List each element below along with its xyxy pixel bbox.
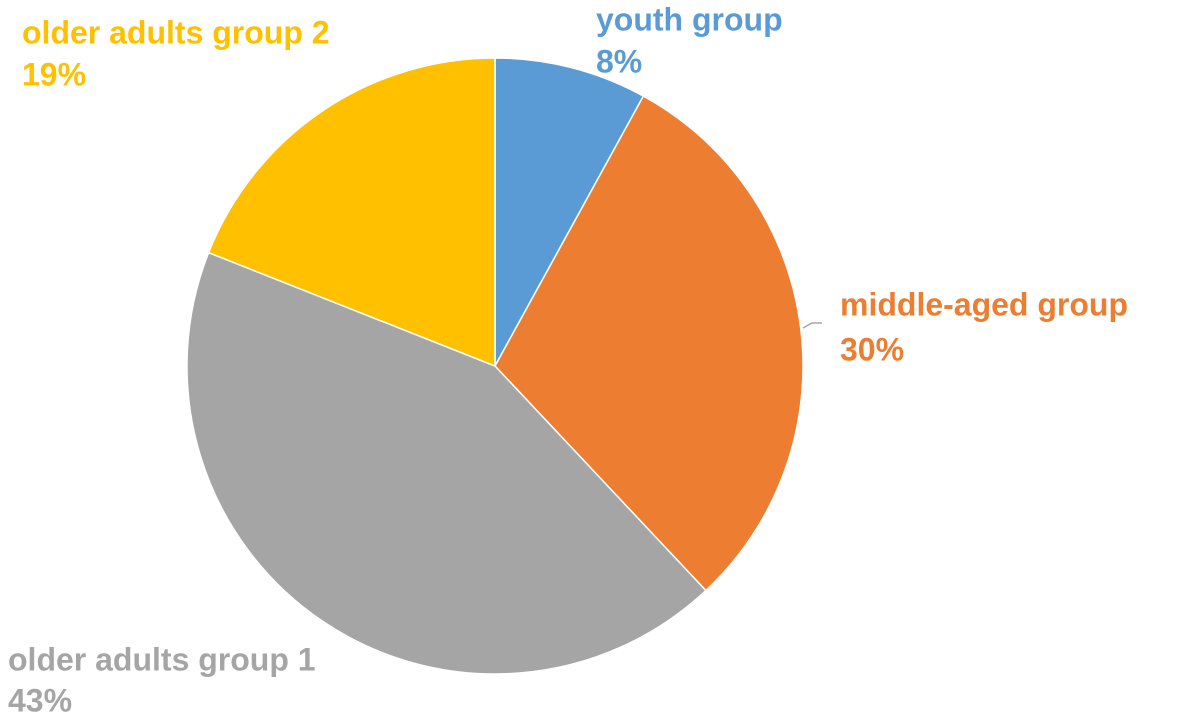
pie-slice (207, 57, 496, 368)
slice-label: middle-aged group (840, 286, 1128, 322)
pie-slice (494, 57, 645, 367)
pie-slice (186, 251, 707, 675)
slice-value-label: 43% (8, 682, 72, 718)
slice-label: youth group (596, 1, 783, 37)
pie-slice (494, 95, 804, 592)
leader-line (802, 322, 822, 329)
slice-label: older adults group 2 (22, 14, 330, 50)
slice-label: older adults group 1 (8, 641, 316, 677)
slice-value-label: 30% (840, 331, 904, 367)
slice-value-label: 19% (22, 56, 86, 92)
slice-value-label: 8% (596, 43, 642, 79)
